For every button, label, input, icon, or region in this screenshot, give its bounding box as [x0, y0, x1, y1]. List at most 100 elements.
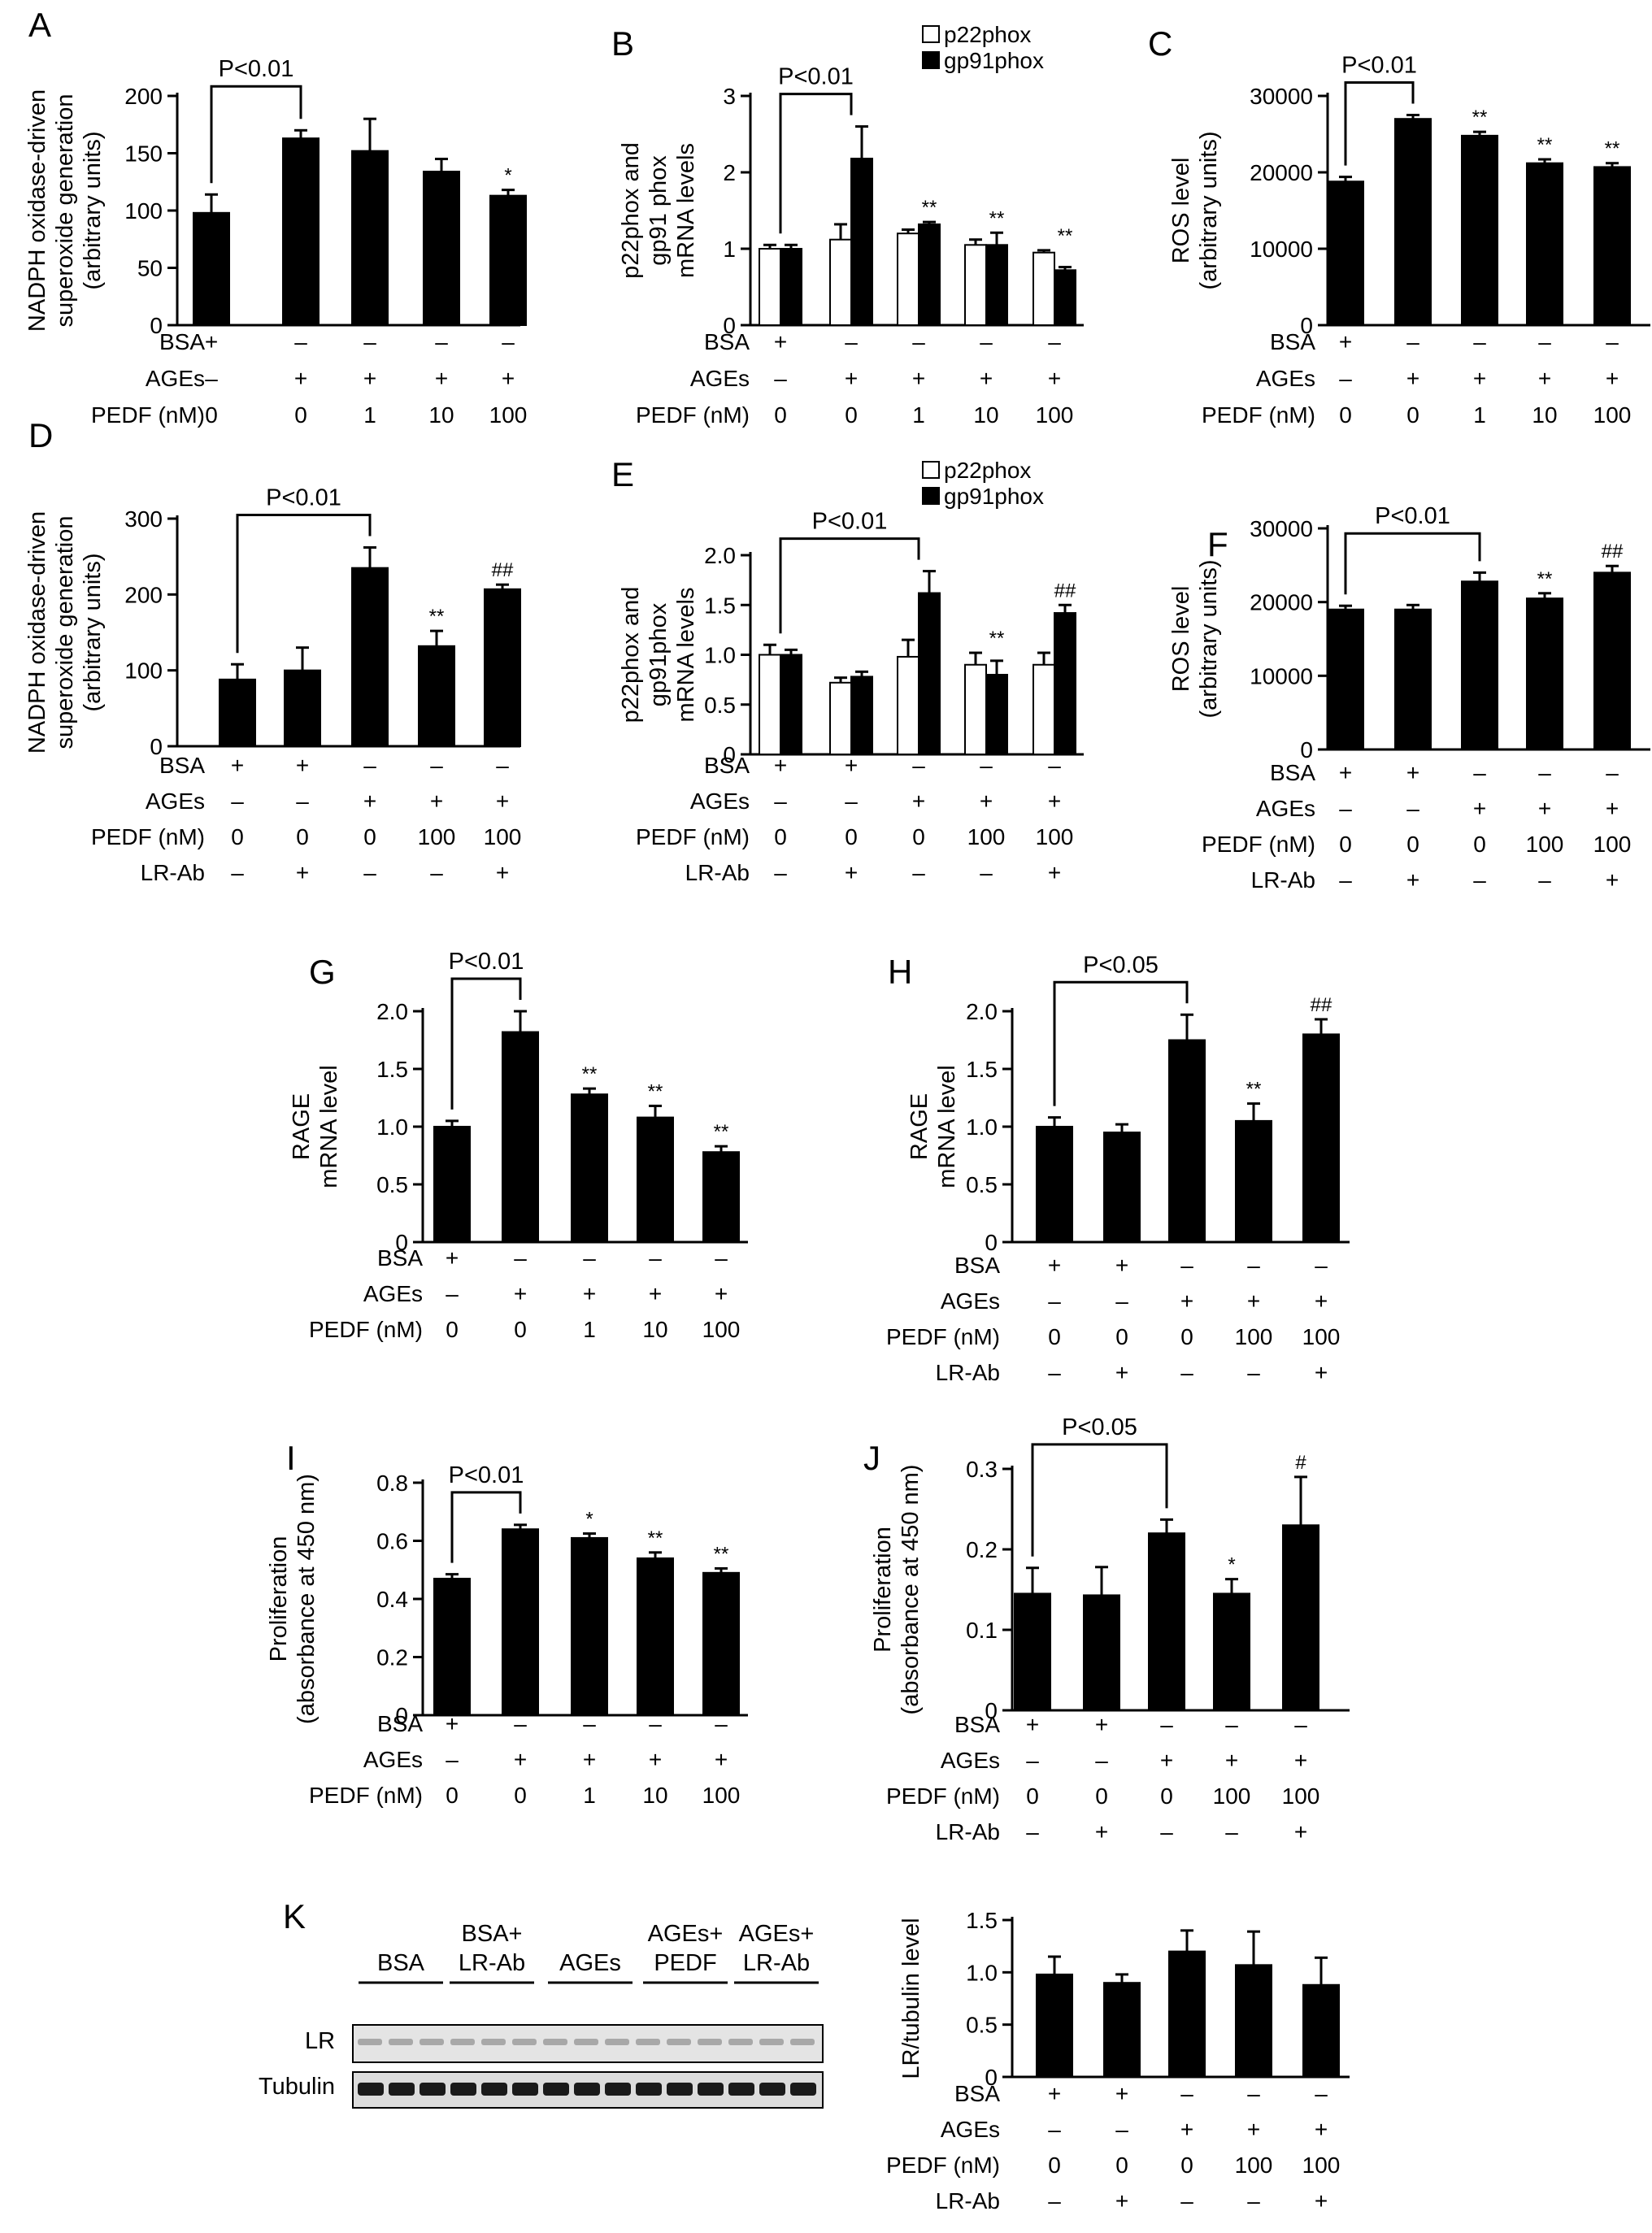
significance-marker: ##	[492, 559, 514, 581]
condition-value: 0	[1406, 832, 1419, 857]
condition-row-label: LR-Ab	[141, 860, 205, 885]
condition-value: –	[1048, 2117, 1061, 2142]
condition-value: +	[1473, 366, 1486, 391]
condition-value: –	[502, 329, 515, 354]
bar	[1014, 1592, 1051, 1711]
condition-value: +	[1606, 366, 1619, 391]
y-axis-label: p22phox and	[618, 587, 644, 723]
blot-band-tubulin	[574, 2083, 600, 2096]
condition-value: +	[1048, 860, 1061, 885]
significance-bracket	[1053, 980, 1189, 1106]
condition-value: +	[1048, 789, 1061, 814]
condition-row-label: BSA	[377, 1711, 423, 1736]
condition-value: +	[912, 789, 925, 814]
condition-value: +	[1606, 796, 1619, 821]
y-tick-label: 0.2	[376, 1645, 408, 1670]
condition-value: –	[1294, 1712, 1307, 1737]
blot-band-tubulin	[667, 2083, 693, 2096]
condition-value: +	[296, 860, 309, 885]
y-tick-label: 0.3	[966, 1457, 998, 1482]
y-tick-label: 0	[985, 2065, 998, 2090]
condition-value: –	[715, 1711, 728, 1736]
condition-value: –	[1095, 1748, 1108, 1773]
bar	[1593, 166, 1631, 326]
y-tick-label: 1	[723, 237, 736, 262]
condition-value: +	[1406, 867, 1419, 893]
condition-value: –	[774, 860, 787, 885]
bar	[702, 1151, 740, 1243]
condition-value: –	[205, 366, 218, 391]
y-tick-label: 0.5	[704, 693, 736, 718]
bar	[1461, 134, 1498, 326]
bar	[1054, 269, 1076, 327]
y-tick-label: 2	[723, 160, 736, 185]
condition-value: –	[1048, 1288, 1061, 1314]
condition-value: 0	[1180, 1324, 1193, 1349]
y-tick-label: 0	[150, 734, 163, 759]
condition-value: –	[1315, 2081, 1328, 2106]
bar	[897, 232, 919, 327]
condition-row-label: AGEs	[941, 1288, 1000, 1314]
blot-lane-header: AGEs+	[739, 1921, 815, 1947]
condition-value: +	[231, 753, 244, 778]
bar	[1083, 1594, 1120, 1712]
bar	[780, 248, 802, 326]
condition-value: –	[1180, 2188, 1193, 2213]
significance-marker: **	[582, 1063, 598, 1085]
significance-marker: **	[648, 1527, 663, 1549]
condition-value: 0	[1026, 1783, 1039, 1809]
condition-value: +	[980, 789, 993, 814]
y-axis-label: superoxide generation	[52, 516, 78, 749]
condition-value: 10	[428, 402, 454, 428]
condition-value: 0	[1339, 832, 1352, 857]
y-tick-label: 0.5	[966, 2013, 998, 2038]
y-tick-label: 1.0	[376, 1114, 408, 1140]
bar	[423, 171, 460, 326]
bar	[502, 1031, 539, 1244]
western-blot: K BSA BSA+ LR-Ab AGEs AGEs+ PEDF AGEs+ LR-Ab LR…	[259, 1897, 824, 2109]
legend-swatch-filled	[922, 487, 940, 505]
bar	[964, 663, 987, 755]
y-axis-label: RAGE	[289, 1093, 315, 1160]
significance-marker: **	[1605, 138, 1620, 160]
condition-row-label: BSA	[1270, 760, 1315, 785]
blot-band-tubulin	[450, 2083, 476, 2096]
y-tick-label: 0.2	[966, 1537, 998, 1562]
condition-value: 100	[702, 1317, 741, 1342]
condition-value: +	[430, 789, 443, 814]
condition-value: 0	[1339, 402, 1352, 428]
condition-value: 100	[702, 1783, 741, 1808]
condition-value: –	[912, 329, 925, 354]
condition-value: –	[1247, 1253, 1260, 1278]
condition-value: 0	[1180, 2153, 1193, 2178]
condition-value: 100	[484, 824, 522, 849]
blot-band-tubulin	[759, 2083, 785, 2096]
condition-value: –	[1538, 760, 1551, 785]
condition-value: –	[1315, 1253, 1328, 1278]
bar	[1032, 663, 1055, 755]
blot-band-lr	[389, 2039, 413, 2045]
condition-value: +	[1180, 2117, 1193, 2142]
significance-marker: **	[714, 1543, 729, 1565]
condition-row-label: AGEs	[941, 1748, 1000, 1773]
condition-value: 0	[296, 824, 309, 849]
significance-bracket	[210, 85, 302, 184]
condition-value: –	[1048, 2188, 1061, 2213]
condition-value: –	[845, 789, 858, 814]
condition-value: –	[1247, 1360, 1260, 1385]
blot-row-label-lr: LR	[305, 2028, 335, 2054]
significance-marker: *	[504, 165, 511, 187]
condition-value: +	[1225, 1748, 1238, 1773]
condition-row-label: LR-Ab	[936, 1819, 1000, 1844]
condition-row-label: AGEs	[146, 366, 205, 391]
condition-row-label: PEDF (nM)	[886, 1324, 1000, 1349]
y-tick-label: 0	[723, 742, 736, 767]
condition-row-label: PEDF (nM)	[91, 402, 205, 428]
bar	[637, 1116, 674, 1244]
bar	[1168, 1950, 1206, 2079]
condition-row-label: PEDF (nM)	[1202, 402, 1315, 428]
blot-band-tubulin	[728, 2083, 754, 2096]
condition-value: –	[980, 329, 993, 354]
